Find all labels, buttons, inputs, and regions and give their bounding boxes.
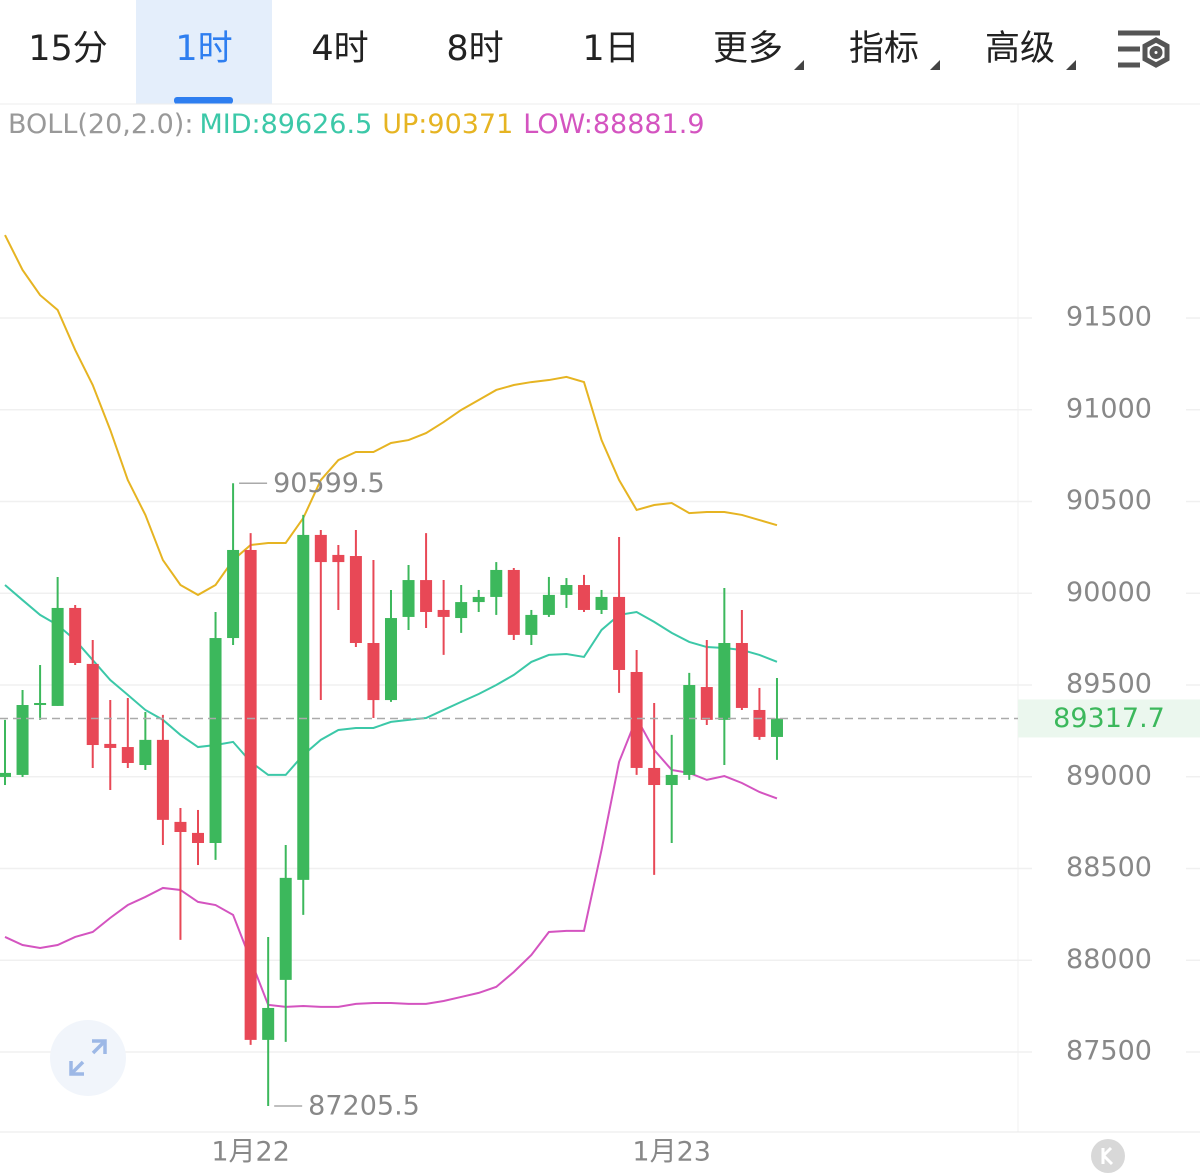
legend-name: LOW: xyxy=(523,109,593,140)
candle-body xyxy=(525,614,538,635)
tab-label[interactable]: 1时 xyxy=(175,29,232,69)
candle-body xyxy=(770,718,783,737)
k-button[interactable] xyxy=(1091,1139,1125,1173)
y-tick-label: 88000 xyxy=(1066,944,1152,975)
legend-value: 88881.9 xyxy=(593,109,705,140)
candle-body xyxy=(665,774,678,786)
candle-body xyxy=(86,663,99,746)
tab-label[interactable]: 4时 xyxy=(311,29,368,69)
candle-body xyxy=(437,609,450,617)
dropdown-arrow xyxy=(930,60,940,70)
last-price-box xyxy=(1018,699,1200,738)
candle-body xyxy=(472,596,485,603)
candle-body xyxy=(191,832,204,844)
candle-body xyxy=(613,596,626,670)
k-icon xyxy=(1101,1146,1114,1166)
y-tick-label: 87500 xyxy=(1066,1035,1152,1066)
candle-body xyxy=(507,569,520,635)
fullscreen-button[interactable] xyxy=(50,1020,126,1096)
candle-body xyxy=(314,534,327,563)
boll-line xyxy=(4,234,778,597)
tab-label[interactable]: 1日 xyxy=(582,29,639,69)
candle-body xyxy=(297,534,310,880)
candle-body xyxy=(595,596,608,610)
active-tab-underline xyxy=(174,97,233,104)
legend-name: MID: xyxy=(199,109,260,140)
tab-label[interactable]: 更多 xyxy=(713,29,783,69)
tab-label[interactable]: 高级 xyxy=(985,29,1055,69)
candle-body xyxy=(69,607,82,663)
candle-body xyxy=(577,585,590,610)
candle-body xyxy=(139,739,152,766)
candle-body xyxy=(209,638,222,844)
candle-body xyxy=(735,642,748,708)
candle-body xyxy=(156,739,169,820)
candle-body xyxy=(244,549,257,1040)
fullscreen-icon xyxy=(69,1039,107,1076)
candle-body xyxy=(455,602,468,619)
candle-body xyxy=(227,549,240,639)
candle-body xyxy=(700,687,713,720)
x-tick-label: 1月23 xyxy=(632,1137,711,1168)
candle-body xyxy=(0,772,11,777)
last-price-label: 89317.7 xyxy=(1053,703,1165,734)
candle-body xyxy=(279,877,292,980)
indicator-legend: BOLL(20,2.0): MID:89626.5 UP:90371 LOW:8888… xyxy=(8,109,705,140)
candle-body xyxy=(384,618,397,701)
candle-body xyxy=(34,702,47,706)
candle-body xyxy=(630,671,643,768)
candle-body xyxy=(753,709,766,737)
y-tick-label: 89500 xyxy=(1066,669,1152,700)
tab-label[interactable]: 8时 xyxy=(446,29,503,69)
indicator-title: BOLL(20,2.0): xyxy=(8,109,193,140)
y-tick-label: 90500 xyxy=(1066,485,1152,516)
x-tick-label: 1月22 xyxy=(211,1137,290,1168)
boll-line xyxy=(4,584,778,776)
candle-body xyxy=(349,556,362,643)
tab-label[interactable]: 15分 xyxy=(28,29,108,69)
candle-body xyxy=(718,642,731,720)
candle-body xyxy=(332,554,345,563)
candle-body xyxy=(402,580,415,617)
tab-label[interactable]: 指标 xyxy=(849,29,919,69)
candle-body xyxy=(560,585,573,595)
high-label: 90599.5 xyxy=(273,468,385,499)
candle-body xyxy=(648,767,661,786)
tab-bar: 15分 1时 4时 8时 1日 更多 指标 高级 xyxy=(28,29,1076,70)
plot-area: 87500 88000 88500 89000 89500 90000 90500 91000… xyxy=(0,234,1200,1168)
dropdown-arrow xyxy=(794,60,804,70)
candle-body xyxy=(104,743,117,748)
legend-value: 90371 xyxy=(427,109,513,140)
candle-body xyxy=(262,1007,275,1040)
y-tick-label: 89000 xyxy=(1066,760,1152,791)
candle-body xyxy=(367,642,380,701)
candle-body xyxy=(683,685,696,775)
candle-body xyxy=(121,747,134,763)
boll-line xyxy=(4,715,778,1008)
candle-body xyxy=(420,580,433,612)
y-tick-label: 90000 xyxy=(1066,577,1152,608)
legend-value: 89626.5 xyxy=(261,109,373,140)
active-tab-bg xyxy=(136,0,272,104)
candle-body xyxy=(16,705,29,775)
dropdown-arrow xyxy=(1066,60,1076,70)
y-tick-label: 91500 xyxy=(1066,302,1152,333)
low-label: 87205.5 xyxy=(308,1091,420,1122)
legend-name: UP: xyxy=(382,109,427,140)
candle-body xyxy=(490,569,503,597)
candle-body xyxy=(51,607,64,706)
settings-icon[interactable] xyxy=(1118,30,1170,68)
candle-body xyxy=(542,594,555,615)
y-tick-label: 91000 xyxy=(1066,393,1152,424)
candle-body xyxy=(174,821,187,832)
y-tick-label: 88500 xyxy=(1066,852,1152,883)
